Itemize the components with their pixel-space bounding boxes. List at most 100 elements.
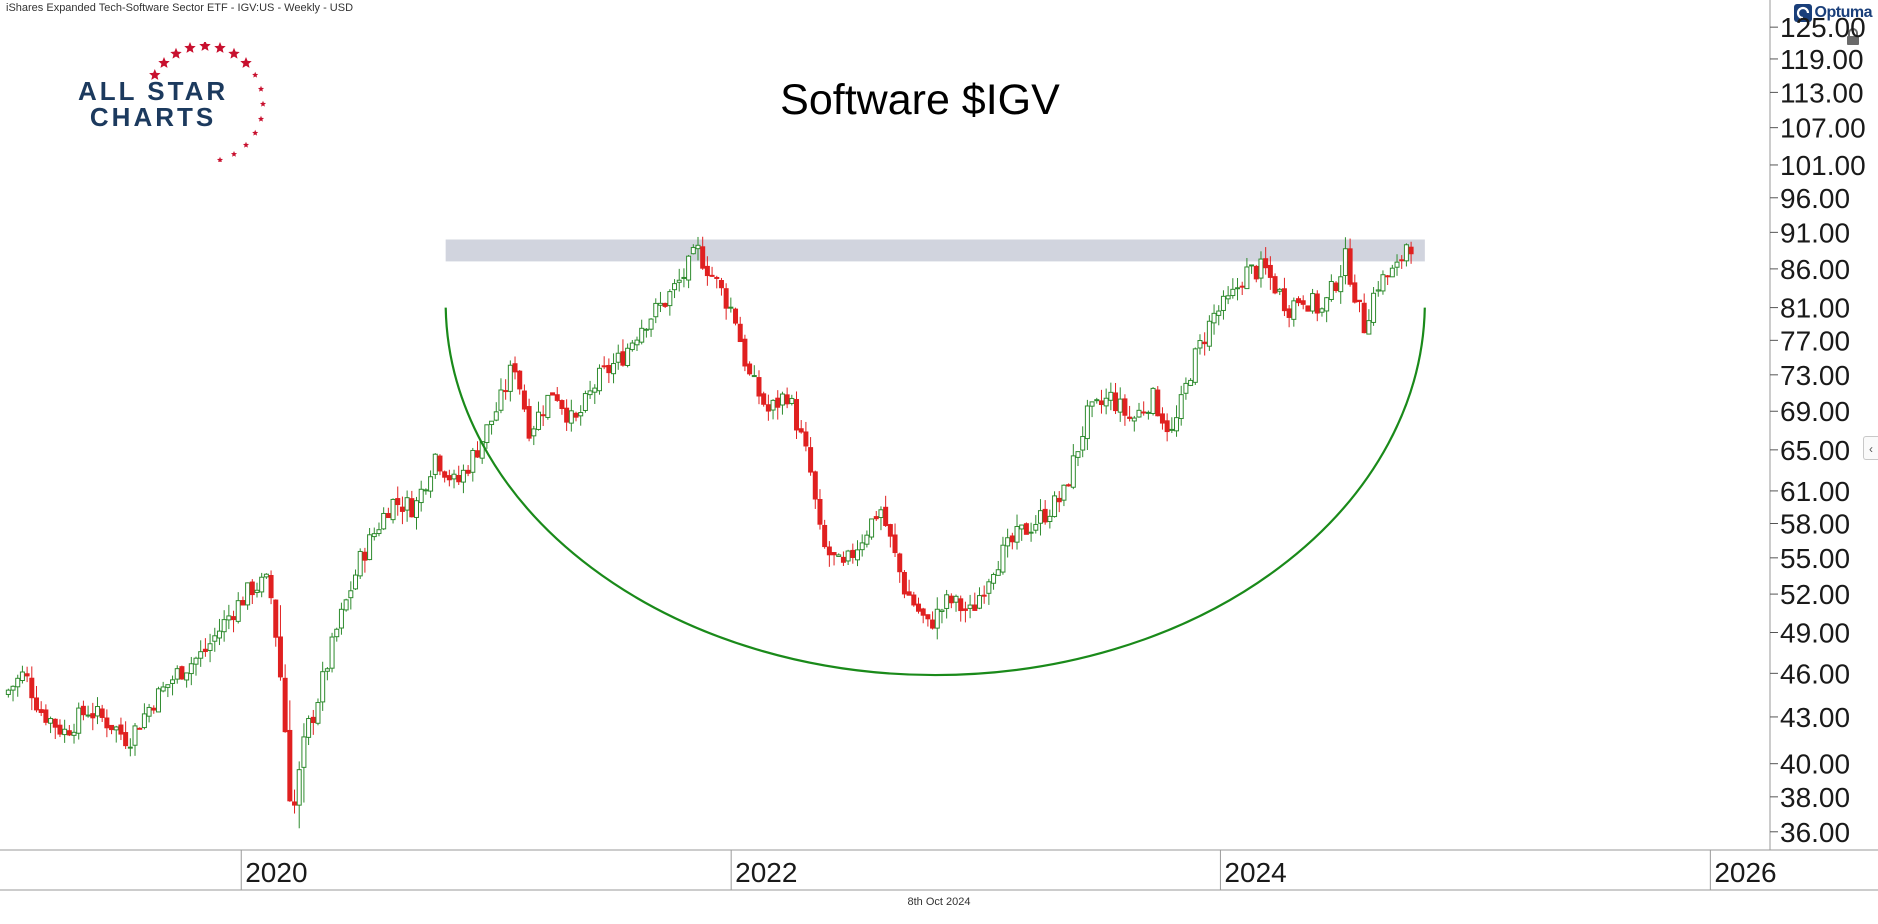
candle-body bbox=[855, 549, 861, 561]
chevron-left-icon[interactable]: ‹ bbox=[1863, 436, 1878, 460]
candle-body bbox=[723, 288, 729, 309]
candle-body bbox=[1094, 399, 1100, 402]
candle-body bbox=[972, 604, 978, 611]
x-axis: 2020 2022 2024 2026 bbox=[0, 849, 1878, 891]
candle-body bbox=[188, 663, 194, 675]
y-tick-label: 46.00 bbox=[1780, 658, 1850, 689]
candle-body bbox=[869, 518, 875, 538]
candle-body bbox=[287, 729, 293, 802]
candle-body bbox=[742, 338, 748, 367]
candle-body bbox=[240, 600, 246, 606]
candle-body bbox=[165, 684, 171, 688]
candle-body bbox=[1286, 308, 1292, 318]
candle-body bbox=[535, 411, 541, 430]
candle-body bbox=[94, 706, 100, 717]
candle-body bbox=[1258, 258, 1264, 279]
candles bbox=[5, 236, 1414, 829]
y-tick-label: 61.00 bbox=[1780, 476, 1850, 507]
candle-body bbox=[1244, 266, 1250, 290]
candle-body bbox=[474, 450, 480, 458]
candle-body bbox=[1380, 274, 1386, 292]
instrument-header: iShares Expanded Tech-Software Sector ET… bbox=[6, 2, 354, 14]
candle-body bbox=[62, 728, 68, 736]
candle-body bbox=[151, 707, 157, 711]
candle-body bbox=[1164, 420, 1170, 433]
candle-body bbox=[840, 556, 846, 563]
candle-body bbox=[226, 615, 232, 621]
candle-body bbox=[587, 390, 593, 396]
candle-body bbox=[1300, 300, 1306, 305]
logo-star-icon bbox=[184, 42, 196, 53]
logo-line-2: CHARTS bbox=[89, 102, 217, 132]
candle-body bbox=[1272, 276, 1278, 294]
candle-body bbox=[1202, 341, 1208, 345]
logo-star-icon bbox=[252, 71, 259, 78]
candle-body bbox=[1394, 261, 1400, 268]
candle-body bbox=[1352, 282, 1358, 303]
candle-body bbox=[873, 516, 879, 520]
candle-body bbox=[521, 390, 527, 410]
candle-body bbox=[596, 367, 602, 392]
candle-body bbox=[343, 599, 349, 611]
candle-body bbox=[667, 291, 673, 307]
candle-body bbox=[1023, 523, 1029, 535]
y-tick-label: 86.00 bbox=[1780, 254, 1850, 285]
candle-body bbox=[822, 524, 828, 548]
logo-star-icon bbox=[170, 47, 182, 59]
candle-body bbox=[465, 469, 471, 474]
chart-date: 8th Oct 2024 bbox=[907, 896, 971, 908]
candle-body bbox=[592, 387, 598, 393]
candle-body bbox=[915, 603, 921, 612]
y-tick-label: 81.00 bbox=[1780, 293, 1850, 324]
candle-body bbox=[235, 600, 241, 622]
candle-body bbox=[653, 302, 659, 318]
logo-star-icon bbox=[149, 69, 161, 80]
y-tick-label: 36.00 bbox=[1780, 817, 1850, 848]
candle-body bbox=[747, 363, 753, 375]
candle-body bbox=[761, 393, 767, 405]
candle-body bbox=[817, 499, 823, 525]
candle-body bbox=[1253, 265, 1259, 280]
candle-body bbox=[540, 414, 546, 417]
candle-body bbox=[981, 594, 987, 597]
candle-body bbox=[930, 619, 936, 629]
candle-body bbox=[489, 420, 495, 426]
candle-body bbox=[456, 475, 462, 483]
candle-body bbox=[925, 614, 931, 620]
logo-star-icon bbox=[259, 100, 267, 107]
logo-star-icon bbox=[214, 42, 226, 53]
logo-star-icon bbox=[228, 47, 240, 59]
candle-body bbox=[1342, 248, 1348, 276]
candle-body bbox=[66, 730, 72, 736]
candle-body bbox=[24, 673, 30, 677]
logo-stars-icon bbox=[149, 42, 267, 162]
candle-body bbox=[1070, 455, 1076, 488]
candle-body bbox=[611, 363, 617, 375]
candle-body bbox=[263, 573, 269, 578]
candle-body bbox=[404, 497, 410, 511]
candle-body bbox=[920, 608, 926, 616]
candle-body bbox=[559, 400, 565, 410]
y-tick-label: 77.00 bbox=[1780, 325, 1850, 356]
y-tick-label: 107.00 bbox=[1780, 113, 1866, 144]
candle-body bbox=[1042, 508, 1048, 523]
candle-body bbox=[779, 393, 785, 406]
candle-body bbox=[986, 581, 992, 594]
candle-body bbox=[155, 688, 161, 713]
chart-title: Software $IGV bbox=[780, 76, 1060, 124]
candle-body bbox=[57, 724, 63, 735]
candle-body bbox=[798, 428, 804, 433]
candle-body bbox=[1183, 382, 1189, 394]
lock-icon[interactable] bbox=[1846, 28, 1860, 46]
candle-body bbox=[672, 283, 678, 291]
candle-body bbox=[1009, 535, 1015, 543]
candle-body bbox=[1084, 405, 1090, 440]
candle-body bbox=[944, 594, 950, 609]
candle-body bbox=[1239, 285, 1245, 288]
candle-body bbox=[19, 671, 25, 682]
candle-body bbox=[503, 390, 509, 393]
candle-body bbox=[1319, 308, 1325, 313]
candle-body bbox=[1080, 436, 1086, 451]
